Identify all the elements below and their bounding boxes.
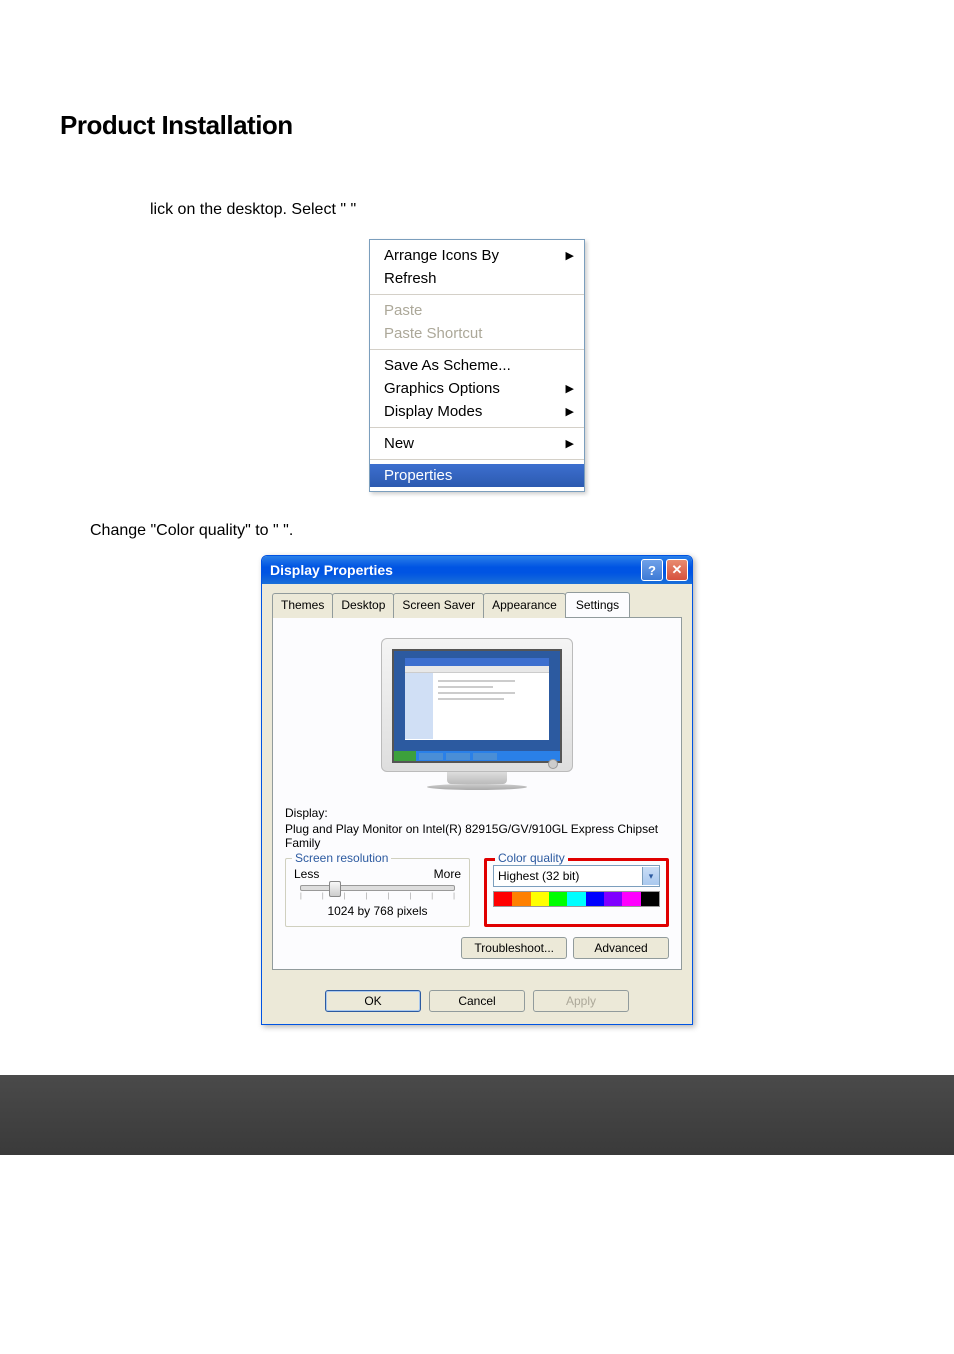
dialog-tabs: ThemesDesktopScreen SaverAppearanceSetti… [272,592,682,618]
display-info: Plug and Play Monitor on Intel(R) 82915G… [285,822,669,850]
context-menu-item[interactable]: Save As Scheme... [370,354,584,377]
ok-button[interactable]: OK [325,990,421,1012]
color-bar [493,891,660,907]
tab-settings[interactable]: Settings [565,592,630,617]
tab-desktop[interactable]: Desktop [332,593,394,618]
resolution-slider[interactable] [300,885,455,891]
context-menu-item[interactable]: Display Modes▶ [370,400,584,423]
slider-less-label: Less [294,867,319,881]
context-menu-item: Paste [370,299,584,322]
instruction-line-1: lick on the desktop. Select " " [150,201,894,219]
apply-button: Apply [533,990,629,1012]
context-menu-item[interactable]: New▶ [370,432,584,455]
screen-resolution-legend: Screen resolution [292,851,391,865]
help-button[interactable]: ? [641,559,663,581]
tab-screen-saver[interactable]: Screen Saver [393,593,484,618]
submenu-arrow-icon: ▶ [566,382,574,395]
tab-themes[interactable]: Themes [272,593,333,618]
page-footer-bar [0,1075,954,1155]
context-menu-item[interactable]: Properties [370,464,584,487]
color-quality-group: Color quality Highest (32 bit) ▾ [484,858,669,927]
desktop-context-menu: Arrange Icons By▶Refresh PastePaste Short… [369,239,585,492]
resolution-value: 1024 by 768 pixels [294,904,461,918]
slider-thumb[interactable] [329,881,341,897]
tab-appearance[interactable]: Appearance [483,593,566,618]
slider-more-label: More [434,867,461,881]
troubleshoot-button[interactable]: Troubleshoot... [461,937,567,959]
page-heading: Product Installation [60,110,894,141]
advanced-button[interactable]: Advanced [573,937,669,959]
context-menu-item[interactable]: Refresh [370,267,584,290]
color-quality-value: Highest (32 bit) [494,869,642,883]
submenu-arrow-icon: ▶ [566,437,574,450]
cancel-button[interactable]: Cancel [429,990,525,1012]
context-menu-item[interactable]: Arrange Icons By▶ [370,244,584,267]
context-menu-item: Paste Shortcut [370,322,584,345]
dialog-titlebar: Display Properties ? ✕ [262,556,692,584]
color-quality-legend: Color quality [495,851,568,865]
display-label: Display: [285,806,669,820]
display-properties-dialog: Display Properties ? ✕ ThemesDesktopScre… [261,555,693,1025]
dialog-title: Display Properties [270,562,393,578]
monitor-preview [285,638,669,790]
instruction-line-2: Change "Color quality" to " ". [90,522,894,540]
context-menu-item[interactable]: Graphics Options▶ [370,377,584,400]
close-button[interactable]: ✕ [666,559,688,581]
settings-tab-pane: Display: Plug and Play Monitor on Intel(… [272,618,682,970]
screen-resolution-group: Screen resolution Less More |||||||| 102… [285,858,470,927]
submenu-arrow-icon: ▶ [566,405,574,418]
submenu-arrow-icon: ▶ [566,249,574,262]
chevron-down-icon[interactable]: ▾ [642,867,659,885]
color-quality-dropdown[interactable]: Highest (32 bit) ▾ [493,865,660,887]
